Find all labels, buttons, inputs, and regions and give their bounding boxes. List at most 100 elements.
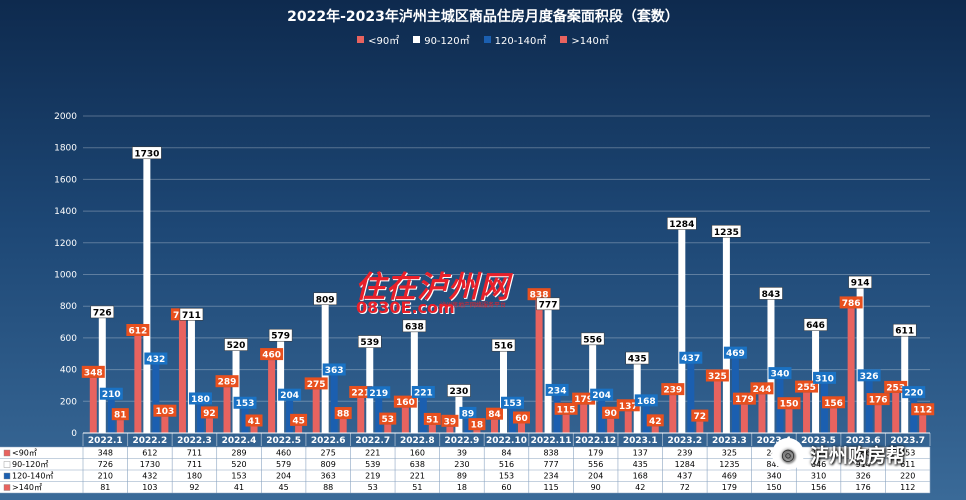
data-label-box <box>866 393 890 406</box>
bar <box>357 397 365 433</box>
data-label-box <box>857 369 881 382</box>
bar <box>562 414 570 433</box>
bar <box>687 363 695 433</box>
data-label-box <box>750 382 774 395</box>
table-cell: 89 <box>457 472 467 481</box>
table-cell: 160 <box>410 449 425 458</box>
data-label-box <box>768 367 792 380</box>
data-label: 348 <box>84 368 103 378</box>
data-label-box <box>393 395 417 408</box>
bar <box>277 341 285 433</box>
data-label-box <box>777 397 801 410</box>
data-label: 18 <box>471 421 484 431</box>
table-cell: 726 <box>98 460 113 469</box>
bar <box>535 300 543 433</box>
data-label: 838 <box>530 291 549 301</box>
bar <box>651 426 659 433</box>
x-tick-label: 2022.11 <box>531 436 572 446</box>
bar <box>196 404 204 433</box>
table-cell: 220 <box>900 472 915 481</box>
wechat-icon: ◎ <box>772 438 804 470</box>
data-label-box <box>411 385 435 398</box>
data-label-box <box>902 386 926 399</box>
data-label: 210 <box>102 390 121 400</box>
data-label-box <box>233 396 257 409</box>
bar <box>847 308 855 433</box>
table-cell: 275 <box>321 449 336 458</box>
data-label-box <box>334 407 352 420</box>
data-label-box <box>215 375 239 388</box>
bar <box>330 375 338 433</box>
data-label: 39 <box>444 417 457 427</box>
data-label-box <box>691 409 709 422</box>
table-cell: 179 <box>722 483 737 492</box>
bar <box>624 411 632 433</box>
bar <box>116 420 124 433</box>
data-label: 204 <box>280 391 299 401</box>
data-label: 180 <box>191 395 210 405</box>
data-label-box <box>486 407 503 420</box>
data-label: 579 <box>271 332 290 342</box>
data-label-box <box>803 318 828 331</box>
legend: <90㎡ 90-120㎡ 120-140㎡ >140㎡ <box>0 32 966 47</box>
bar <box>722 237 730 433</box>
x-tick-label: 2022.10 <box>486 436 527 446</box>
table-cell: 153 <box>499 472 514 481</box>
table-cell: 42 <box>635 483 645 492</box>
data-label-box <box>527 288 551 301</box>
data-label-box <box>572 392 596 405</box>
data-label: 153 <box>503 399 522 409</box>
table-series-swatch <box>3 461 11 468</box>
data-label: 230 <box>450 387 469 397</box>
data-label: 253 <box>886 383 905 393</box>
data-label-box <box>153 404 177 417</box>
wechat-badge: ◎ 泸州购房帮 <box>772 438 905 470</box>
bar <box>821 383 829 433</box>
table-cell: 204 <box>276 472 291 481</box>
bar <box>518 423 525 433</box>
data-label-box <box>892 323 917 337</box>
data-label-box <box>224 338 248 351</box>
bar <box>803 392 811 433</box>
data-label: 90 <box>604 409 617 419</box>
data-label: 340 <box>771 370 790 380</box>
bar <box>152 364 160 433</box>
table-cell: 460 <box>276 449 291 458</box>
bar <box>223 387 231 433</box>
x-tick-label: 2022.4 <box>222 436 257 446</box>
bar <box>375 398 383 433</box>
data-label: 179 <box>574 395 593 405</box>
x-tick-label: 2023.5 <box>801 436 836 446</box>
bar <box>892 392 900 433</box>
legend-item: >140㎡ <box>560 32 609 47</box>
data-label: 51 <box>426 415 439 425</box>
bar <box>89 377 97 433</box>
y-tick-label: 1400 <box>54 207 77 217</box>
data-label-box <box>111 408 129 421</box>
y-tick-label: 800 <box>60 302 77 312</box>
bar <box>384 424 392 433</box>
table-cell: 60 <box>501 483 511 492</box>
table-cell: 112 <box>900 483 915 492</box>
table-cell: 310 <box>811 472 826 481</box>
table-series-swatch <box>3 484 11 491</box>
table-cell: 221 <box>410 472 425 481</box>
data-label-box <box>304 377 328 390</box>
table-cell: 326 <box>855 472 870 481</box>
table-cell: 179 <box>588 449 603 458</box>
data-label-box <box>679 351 703 364</box>
bar <box>428 424 436 433</box>
data-label-box <box>536 297 560 311</box>
table-cell: 53 <box>368 483 378 492</box>
bar <box>187 320 195 433</box>
table-cell: 435 <box>633 460 648 469</box>
x-tick-label: 2023.6 <box>846 436 881 446</box>
table-cell: 103 <box>142 483 157 492</box>
data-label-box <box>667 217 697 230</box>
data-label: 275 <box>307 380 326 390</box>
x-tick-label: 2023.3 <box>712 436 747 446</box>
x-tick-label: 2023.4 <box>757 436 792 446</box>
data-label-box <box>759 287 783 300</box>
data-label: 516 <box>494 342 513 352</box>
bar <box>295 425 303 433</box>
